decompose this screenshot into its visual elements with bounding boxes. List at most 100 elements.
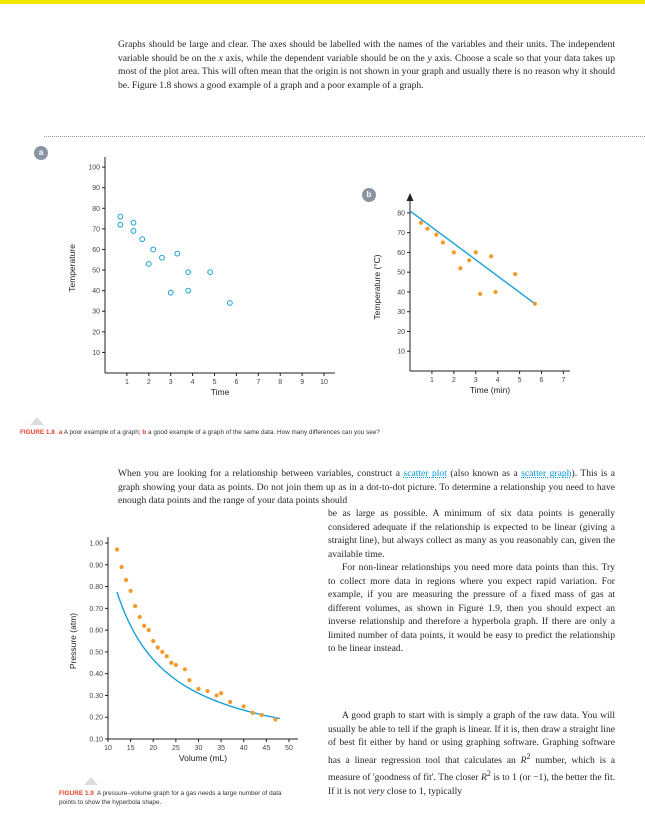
data-point xyxy=(473,250,478,255)
x-axis-label: Time xyxy=(211,387,230,397)
x-tick-label: 25 xyxy=(172,745,180,752)
x-tick-label: 6 xyxy=(540,377,544,384)
y-tick-label: 0.40 xyxy=(89,671,103,678)
data-point xyxy=(440,240,445,245)
top-accent-bar xyxy=(0,0,645,4)
x-axis-label: Volume (mL) xyxy=(179,753,227,763)
y-tick-label: 60 xyxy=(397,250,405,257)
y-tick-label: 0.50 xyxy=(89,649,103,656)
y-tick-label: 70 xyxy=(92,226,100,233)
data-point xyxy=(151,638,156,644)
data-point xyxy=(145,260,152,267)
y-tick-label: 0.10 xyxy=(89,737,103,744)
right-column-paragraph-1: be as large as possible. A minimum of si… xyxy=(328,508,615,560)
data-point xyxy=(142,623,147,628)
data-point xyxy=(173,662,178,668)
x-tick-label: 10 xyxy=(320,379,328,386)
y-tick-label: 70 xyxy=(397,230,405,237)
x-tick-label: 8 xyxy=(278,379,282,386)
data-point xyxy=(214,693,219,698)
x-tick-label: 40 xyxy=(240,745,248,752)
scatter-plot-link[interactable]: scatter plot xyxy=(403,468,447,479)
data-point xyxy=(273,717,278,722)
caption-marker xyxy=(30,417,44,425)
y-tick-label: 90 xyxy=(92,185,100,192)
y-tick-label: 0.30 xyxy=(89,693,103,700)
data-point xyxy=(117,221,124,228)
figure-badge-a: a xyxy=(34,146,48,160)
x-tick-label: 7 xyxy=(561,377,565,384)
y-tick-label: 60 xyxy=(92,247,100,254)
data-point xyxy=(418,220,424,225)
x-tick-label: 30 xyxy=(195,745,203,752)
chart-pressure-volume: 10 15 20 25 30 35 40 45 50 0.10 0.20 0.30 0.40 0.50 0.… xyxy=(68,537,298,763)
x-tick-label: 50 xyxy=(285,745,293,752)
data-point xyxy=(117,213,124,220)
y-tick-label: 40 xyxy=(92,288,100,295)
data-point xyxy=(425,226,430,231)
data-point xyxy=(513,272,518,277)
data-point xyxy=(493,289,498,295)
data-point xyxy=(185,269,192,276)
data-point xyxy=(185,287,192,294)
x-tick-label: 10 xyxy=(104,745,112,752)
y-tick-label: 10 xyxy=(397,349,405,356)
y-tick-label: 20 xyxy=(92,329,100,336)
x-tick-label: 4 xyxy=(496,377,500,384)
data-point xyxy=(159,254,165,261)
x-tick-label: 4 xyxy=(191,379,195,386)
y-axis-label: Temperature xyxy=(67,244,77,292)
data-point xyxy=(130,219,137,226)
data-point xyxy=(478,291,483,297)
data-point xyxy=(155,645,160,650)
y-tick-label: 10 xyxy=(92,350,100,357)
data-point xyxy=(133,604,138,609)
chart-poor-graph: 1 2 3 4 5 6 7 8 9 10 10 20 30 40 50 60 70 80 90 100 Time Temp… xyxy=(67,157,335,397)
data-point xyxy=(241,704,246,709)
data-point xyxy=(228,699,233,705)
right-column-paragraph-2: For non-linear relationships you need mo… xyxy=(328,562,615,654)
y-axis-label: Pressure (atm) xyxy=(68,613,78,669)
figure-badge-b: b xyxy=(362,188,376,202)
x-tick-label: 45 xyxy=(262,745,270,752)
x-tick-label: 5 xyxy=(518,377,522,384)
data-point xyxy=(137,614,142,620)
data-point xyxy=(123,577,129,583)
data-point xyxy=(196,686,201,692)
y-tick-label: 50 xyxy=(92,268,100,275)
data-point xyxy=(218,691,224,696)
data-point xyxy=(114,547,120,552)
x-tick-label: 35 xyxy=(217,745,225,752)
x-tick-label: 9 xyxy=(300,379,304,386)
scatter-graph-link[interactable]: scatter graph xyxy=(521,468,572,479)
y-tick-label: 80 xyxy=(397,210,405,217)
data-point xyxy=(160,649,165,654)
intro-paragraph: Graphs should be large and clear. The ax… xyxy=(118,39,616,91)
x-tick-label: 5 xyxy=(213,379,217,386)
best-fit-line xyxy=(409,210,536,305)
y-tick-label: 0.60 xyxy=(89,628,103,635)
y-axis-label: Temperature (°C) xyxy=(372,254,382,319)
data-point xyxy=(182,667,188,672)
data-point xyxy=(207,269,214,276)
data-point xyxy=(532,301,538,306)
data-point xyxy=(169,660,174,665)
data-point xyxy=(167,289,174,296)
data-point xyxy=(451,250,456,255)
data-point xyxy=(259,712,264,718)
y-tick-label: 0.80 xyxy=(89,584,103,591)
caption-marker-2 xyxy=(84,777,98,785)
y-tick-label: 30 xyxy=(92,309,100,316)
data-point xyxy=(458,266,463,271)
x-tick-label: 15 xyxy=(127,745,135,752)
data-point xyxy=(205,688,210,694)
data-point xyxy=(139,236,146,243)
y-tick-label: 0.70 xyxy=(89,606,103,613)
best-fit-curve xyxy=(116,591,281,720)
y-axis-arrow xyxy=(406,193,414,201)
x-tick-label: 1 xyxy=(430,377,434,384)
data-point xyxy=(434,232,439,237)
x-tick-label: 3 xyxy=(169,379,173,386)
x-tick-label: 7 xyxy=(256,379,260,386)
y-tick-label: 40 xyxy=(397,289,405,296)
